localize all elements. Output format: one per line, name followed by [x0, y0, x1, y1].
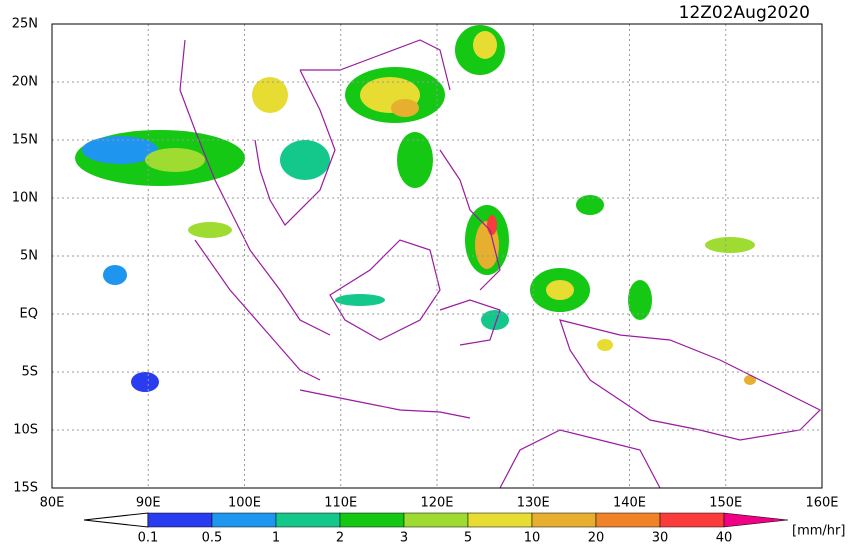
- rain-area: [145, 148, 205, 172]
- x-tick-label: 160E: [805, 496, 838, 511]
- rain-area: [397, 132, 433, 188]
- rain-area: [597, 339, 613, 351]
- rain-area: [576, 195, 604, 215]
- y-tick-label: 5N: [20, 249, 38, 264]
- colorbar-label: 10: [524, 531, 541, 544]
- y-tick-label: EQ: [20, 307, 38, 322]
- x-tick-label: 150E: [709, 496, 742, 511]
- colorbar-segment: [339, 512, 405, 528]
- title: 12Z02Aug2020: [679, 3, 810, 23]
- rain-area: [481, 310, 509, 330]
- rain-area: [82, 136, 158, 164]
- rain-area: [131, 372, 159, 392]
- colorbar-label: 30: [652, 531, 669, 544]
- y-tick-label: 10N: [12, 191, 38, 206]
- y-tick-label: 15N: [12, 133, 38, 148]
- rain-area: [103, 265, 127, 285]
- coastline: [439, 299, 501, 346]
- colorbar-label: 0.5: [202, 531, 223, 544]
- colorbar-segment: [211, 512, 277, 528]
- x-tick-label: 80E: [40, 496, 65, 511]
- y-tick-label: 20N: [12, 75, 38, 90]
- rain-area: [744, 375, 756, 385]
- colorbar-segment: [403, 512, 469, 528]
- y-tick-label: 5S: [21, 365, 38, 380]
- plot-frame: [51, 23, 823, 489]
- x-tick-label: 90E: [136, 496, 161, 511]
- colorbar-label: 1: [272, 531, 280, 544]
- rain-area: [335, 294, 385, 306]
- colorbar-label: 3: [400, 531, 408, 544]
- colorbar: 0.1 0.5 1 2 3 5 10 20 30 40: [83, 512, 789, 544]
- coastline: [329, 239, 441, 341]
- rain-area: [628, 280, 652, 320]
- x-tick-label: 110E: [324, 496, 357, 511]
- colorbar-segment: [659, 512, 725, 528]
- coastline: [499, 429, 661, 489]
- colorbar-label: 40: [716, 531, 733, 544]
- coastline: [179, 39, 331, 336]
- rain-area: [705, 237, 755, 253]
- colorbar-label: 20: [588, 531, 605, 544]
- x-tick-label: 120E: [420, 496, 453, 511]
- coastline: [300, 39, 451, 91]
- grid: [52, 24, 822, 488]
- rain-area: [280, 140, 330, 180]
- colorbar-high-end: [723, 512, 789, 528]
- x-tick-label: 140E: [613, 496, 646, 511]
- colorbar-segment: [147, 512, 213, 528]
- y-tick-label: 25N: [12, 17, 38, 32]
- precipitation: [75, 25, 756, 392]
- rain-area: [487, 215, 497, 235]
- colorbar-label: 2: [336, 531, 344, 544]
- colorbar-segment: [595, 512, 661, 528]
- colorbar-label: 5: [464, 531, 472, 544]
- rain-area: [546, 280, 574, 300]
- colorbar-units: [mm/hr]: [792, 524, 845, 539]
- rain-area: [252, 77, 288, 113]
- colorbar-segment: [467, 512, 533, 528]
- x-tick-label: 100E: [228, 496, 261, 511]
- coastline: [299, 389, 471, 419]
- colorbar-label: 0.1: [138, 531, 159, 544]
- y-tick-label: 15S: [13, 481, 38, 496]
- coastlines: [179, 39, 822, 489]
- x-tick-label: 130E: [517, 496, 550, 511]
- y-tick-label: 10S: [13, 423, 38, 438]
- coastline: [439, 149, 501, 291]
- rain-area: [188, 222, 232, 238]
- colorbar-segment: [531, 512, 597, 528]
- axis-labels: 80E 90E 100E 110E 120E 130E 140E 150E 160E 25N 20N…: [12, 17, 839, 511]
- rain-area: [473, 31, 497, 59]
- coastline: [194, 239, 321, 381]
- colorbar-segment: [275, 512, 341, 528]
- coastline: [559, 319, 822, 441]
- coastline: [254, 69, 336, 226]
- rain-area: [391, 99, 419, 117]
